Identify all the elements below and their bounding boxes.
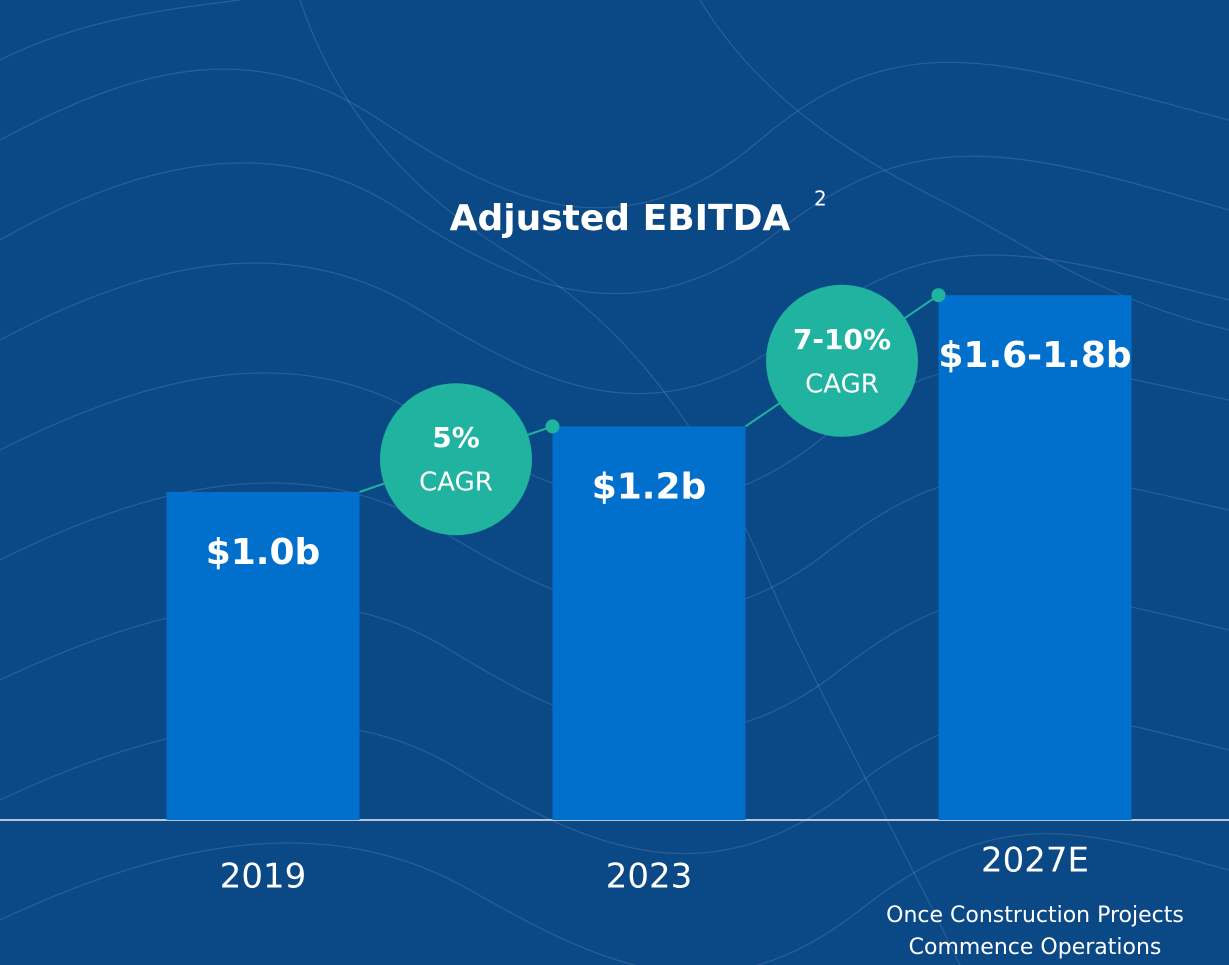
- title-superscript: 2: [814, 187, 827, 211]
- value-label: $1.0b: [206, 532, 321, 573]
- x-tick-label: 2027E: [981, 841, 1089, 881]
- x-tick-label: 2019: [220, 857, 307, 897]
- x-tick-label: 2023: [606, 857, 693, 897]
- cagr-dot: [545, 419, 560, 434]
- chart-title: Adjusted EBITDA: [450, 198, 791, 239]
- category-note: Once Construction Projects: [886, 903, 1184, 928]
- cagr-bubble: [766, 284, 918, 437]
- bar: [938, 295, 1132, 820]
- bar: [166, 492, 360, 820]
- cagr-dot: [931, 288, 946, 303]
- value-label: $1.2b: [592, 466, 707, 507]
- cagr-rate: 7-10%: [793, 323, 891, 356]
- bar: [552, 426, 746, 820]
- cagr-label: CAGR: [419, 468, 493, 498]
- category-note: Commence Operations: [909, 935, 1162, 960]
- cagr-rate: 5%: [432, 421, 480, 454]
- cagr-label: CAGR: [805, 369, 879, 399]
- value-label: $1.6-1.8b: [938, 335, 1131, 376]
- cagr-bubble: [380, 383, 532, 536]
